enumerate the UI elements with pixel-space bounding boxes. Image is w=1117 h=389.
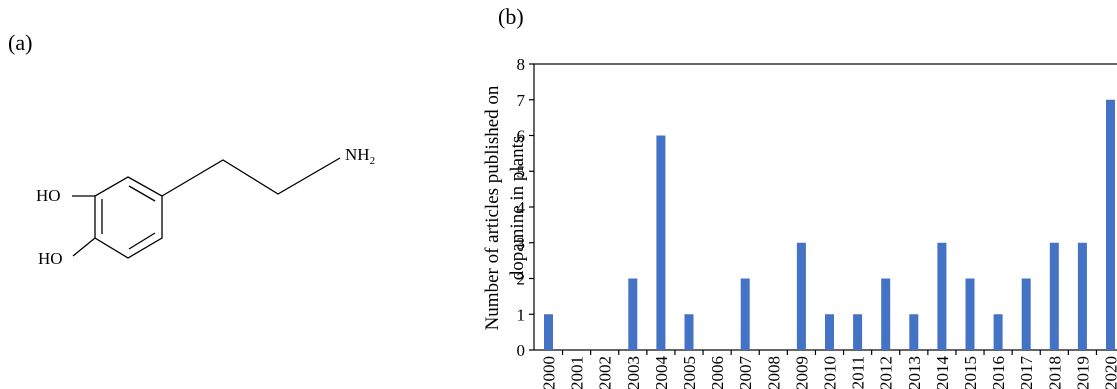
bar-2018 [1049,242,1059,350]
x-tick-label: 2011 [849,356,868,389]
panel-label-b: (b) [498,4,524,29]
x-tick-label: 2000 [540,356,559,389]
y-tick-label: 6 [517,127,526,146]
x-tick-label: 2008 [764,356,783,389]
bar-2019 [1077,242,1087,350]
amine-label: NH2 [345,145,375,167]
bar-2017 [1021,278,1031,350]
bar-2013 [909,314,919,350]
y-tick-label: 8 [517,55,526,74]
bar-2005 [684,314,694,350]
bar-2014 [937,242,947,350]
bar-2009 [796,242,806,350]
bar-2012 [881,278,891,350]
x-tick-label: 2020 [1102,356,1117,389]
hydroxyl-label-bottom: HO [38,249,63,268]
bar-2010 [825,314,834,350]
bar-2007 [740,278,750,350]
bar-2016 [993,314,1003,350]
y-axis-label-line-1: Number of articles published on [482,85,503,330]
bars [544,99,1115,350]
x-tick-label: 2001 [568,356,587,389]
bar-2003 [628,278,638,350]
molecule-bonds [72,157,341,259]
x-tick-label: 2013 [905,356,924,389]
ring-double-bond-1 [128,185,156,202]
x-tick-label: 2007 [736,356,755,389]
ring-double-bond-2 [128,232,156,250]
panel-label-a: (a) [8,30,33,55]
x-axis: 2000 2001 2002 2003 2004 2005 2006 2007 2008 2009… [540,350,1117,389]
x-tick-label: 2005 [680,356,699,389]
x-tick-label: 2012 [877,356,896,389]
y-tick-label: 1 [517,305,526,324]
hydroxyl-bond-bottom [72,237,96,257]
y-tick-label: 0 [517,341,526,360]
bar-2000 [544,314,553,350]
x-tick-label: 2009 [792,356,811,389]
y-tick-label: 7 [517,91,526,110]
x-tick-label: 2018 [1045,356,1064,389]
x-tick-label: 2019 [1073,356,1092,389]
x-tick-label: 2017 [1017,356,1036,389]
x-tick-label: 2015 [961,356,980,389]
bar-2004 [656,135,666,350]
y-tick-label: 3 [517,234,526,253]
y-axis-label: Number of articles published on dopamine… [482,85,528,330]
y-tick-label: 4 [517,198,526,217]
y-axis: 0 1 2 3 4 5 6 7 8 [517,55,534,360]
x-tick-label: 2003 [624,356,643,389]
bar-2020 [1106,99,1115,350]
dopamine-structure: HO HO NH2 [36,145,375,268]
y-axis-label-line-2: dopamine in plants [507,136,528,281]
x-tick-label: 2016 [989,356,1008,389]
x-tick-label: 2010 [821,356,840,389]
y-tick-label: 5 [517,162,526,181]
bar-2015 [965,278,975,350]
x-tick-label: 2002 [596,356,615,389]
bar-2011 [853,314,863,350]
y-tick-label: 2 [517,270,526,289]
x-tick-label: 2014 [933,356,952,389]
x-tick-label: 2006 [708,356,727,389]
ethyl-chain [161,157,341,197]
hydroxyl-label-top: HO [36,186,61,205]
x-tick-label: 2004 [652,356,671,389]
